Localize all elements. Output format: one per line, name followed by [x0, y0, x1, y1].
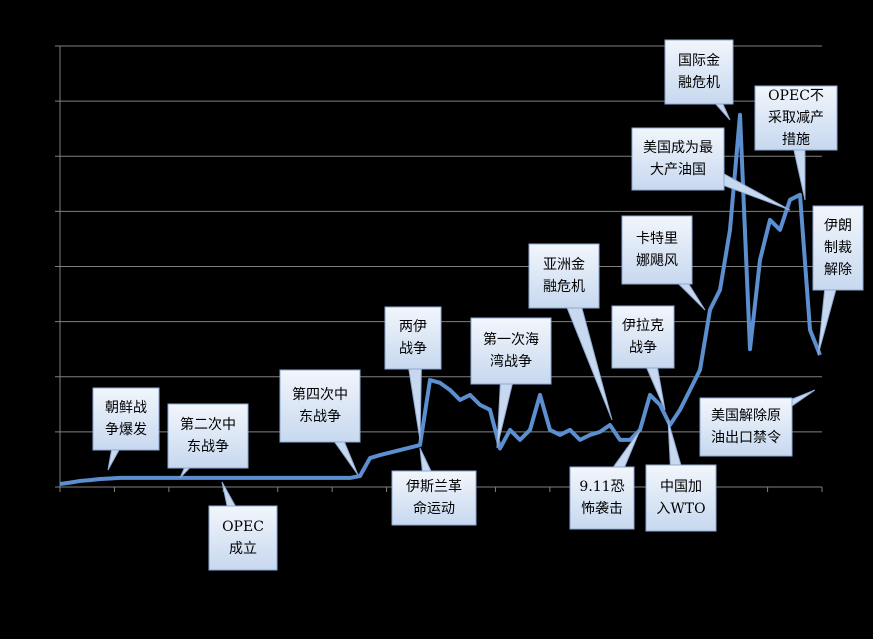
callout-box — [167, 403, 249, 469]
callout-text: 采取减产 — [768, 110, 824, 126]
callout-text: 美国成为最 — [643, 140, 713, 156]
callout-text: OPEC — [222, 519, 264, 535]
callout-text: 9.11恐 — [579, 479, 624, 495]
callout-box — [279, 369, 361, 443]
callout-text: 东战争 — [187, 439, 229, 455]
callout-text: 朝鲜战 — [105, 400, 147, 416]
callout-box — [812, 205, 864, 291]
callout-box — [664, 39, 734, 105]
callout-text: 命运动 — [413, 500, 455, 517]
callout-text: 战争 — [629, 340, 657, 356]
callout-text: 融危机 — [678, 75, 720, 91]
callout-text: 油出口禁令 — [711, 430, 781, 446]
callout-text: 大产油国 — [650, 162, 706, 178]
callout-text: 伊斯兰革 — [406, 479, 462, 495]
callout-text: 两伊 — [399, 319, 427, 335]
callout-text: 国际金 — [678, 53, 720, 69]
callout-text: 入WTO — [656, 501, 705, 517]
callout-text: 争爆发 — [105, 422, 147, 438]
price-line — [59, 112, 822, 486]
callout-text: 第一次海 — [483, 331, 539, 348]
callout-box — [699, 397, 793, 457]
callout-box — [569, 466, 635, 530]
callout-box — [645, 464, 717, 532]
callout-box — [384, 306, 442, 370]
callout-text: 卡特里 — [636, 231, 678, 247]
callout-box — [92, 387, 160, 451]
callout-text: 第四次中 — [292, 386, 348, 403]
callout-text: 战争 — [399, 341, 427, 357]
callout-box — [391, 470, 477, 526]
callout-box — [621, 215, 693, 285]
callout-text: 制裁 — [824, 240, 852, 256]
callout-box — [208, 505, 278, 571]
callout-box — [631, 127, 725, 191]
callout-text: 解除 — [824, 262, 852, 278]
callout-box — [611, 305, 675, 369]
callout-text: 东战争 — [299, 409, 341, 425]
callout-text: 伊朗 — [824, 218, 852, 234]
callout-text: 成立 — [229, 541, 257, 557]
callout-box — [470, 317, 552, 385]
callout-text: OPEC不 — [768, 88, 824, 104]
callout-text: 亚洲金 — [543, 257, 585, 273]
callout-text: 第二次中 — [180, 416, 236, 433]
callout-box — [754, 85, 838, 151]
callout-text: 融危机 — [543, 279, 585, 295]
callout-box — [528, 243, 600, 309]
callout-text: 美国解除原 — [711, 408, 781, 424]
callout-text: 娜飓风 — [636, 253, 678, 269]
callout-text: 中国加 — [660, 479, 702, 495]
callout-text: 伊拉克 — [622, 318, 664, 334]
callout-text: 湾战争 — [490, 353, 532, 370]
callout-text: 怖袭击 — [581, 500, 623, 517]
callout-text: 措施 — [782, 132, 810, 148]
